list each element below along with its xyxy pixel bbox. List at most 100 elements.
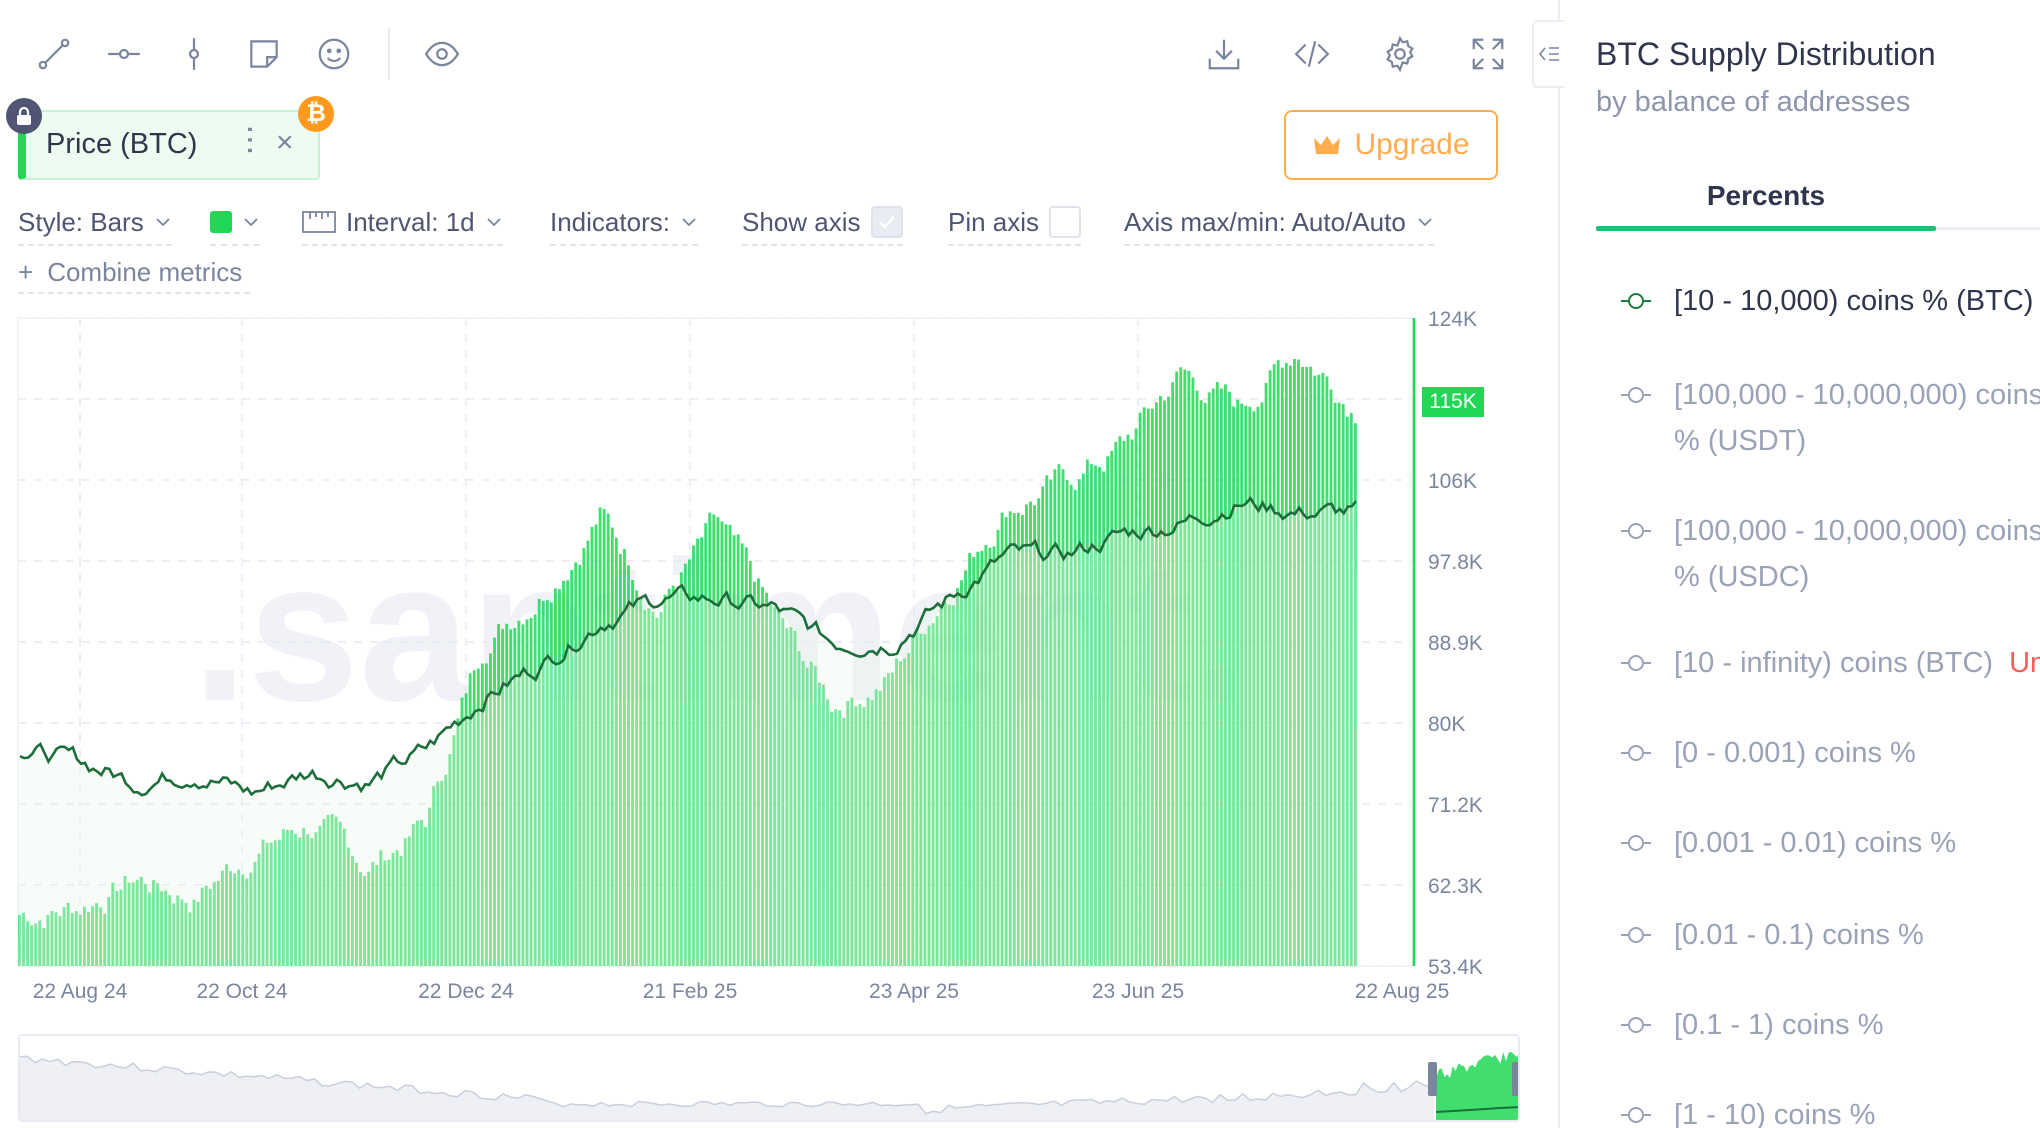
price-bar (1008, 511, 1012, 966)
sidebar-metric-item[interactable]: [10 - 10,000) coins % (BTC) (1620, 278, 2040, 324)
emoji-icon[interactable] (312, 32, 356, 76)
price-bar (748, 560, 752, 966)
sidebar-metric-item[interactable]: [100,000 - 10,000,000) coins % (USDC) (1620, 508, 2040, 600)
chart-canvas[interactable]: .santiment.124K115K106K97.8K88.9K80K71.2… (0, 300, 1560, 1020)
price-bar (618, 553, 622, 966)
price-bar (578, 564, 582, 966)
price-bar (147, 892, 151, 966)
navigator-selection-bars (1436, 1052, 1518, 1120)
chevron-down-icon (487, 218, 501, 227)
price-bar (525, 619, 529, 966)
price-bar (152, 880, 155, 966)
embed-code-icon[interactable] (1290, 32, 1334, 76)
time-range-navigator[interactable] (18, 1034, 1520, 1122)
horizontal-ray-icon[interactable] (102, 32, 146, 76)
price-bar (1272, 364, 1276, 966)
download-icon[interactable] (1202, 32, 1246, 76)
price-bar (363, 876, 367, 966)
metric-chip-price-btc[interactable]: Price (BTC) ⋯ × (18, 110, 320, 180)
note-icon[interactable] (242, 32, 286, 76)
price-bar (732, 535, 736, 966)
axis-maxmin-label: Axis max/min: Auto/Auto (1124, 206, 1406, 237)
price-bar (951, 605, 955, 966)
more-options-icon[interactable]: ⋯ (233, 124, 269, 154)
price-bar (1305, 367, 1309, 966)
sidebar-metric-item[interactable]: [100,000 - 10,000,000) coins % (USDT) (1620, 372, 2040, 464)
price-bar (541, 600, 545, 966)
price-bar (1146, 408, 1150, 966)
upgrade-button[interactable]: Upgrade (1284, 110, 1498, 180)
unlock-link[interactable]: Unlock (2009, 647, 2040, 679)
sidebar-metric-item[interactable]: [0.001 - 0.01) coins % (1620, 820, 2040, 866)
current-value-badge (1422, 387, 1484, 417)
price-bar (1232, 406, 1235, 966)
price-bar (476, 668, 480, 966)
indicators-dropdown[interactable]: Indicators: (550, 200, 698, 246)
interval-dropdown[interactable]: Interval: 1d (302, 200, 503, 246)
vertical-line-icon[interactable] (172, 32, 216, 76)
price-bar (30, 925, 34, 966)
price-bar (383, 860, 387, 966)
close-icon[interactable]: × (276, 126, 294, 159)
sidebar-metric-item[interactable]: [0.1 - 1) coins % (1620, 1002, 2040, 1048)
price-bar (1029, 501, 1032, 966)
price-bar (1004, 517, 1008, 966)
price-bar (505, 623, 509, 966)
eye-icon[interactable] (420, 32, 464, 76)
price-bar (545, 600, 549, 966)
collapse-sidebar-icon[interactable] (1532, 20, 1564, 88)
upgrade-label: Upgrade (1354, 128, 1470, 161)
price-bar (1268, 370, 1272, 967)
sidebar-metric-item[interactable]: [1 - 10) coins % (1620, 1092, 2040, 1128)
tab-percents[interactable]: Percents (1706, 180, 1826, 211)
color-picker[interactable] (210, 200, 260, 246)
price-bar (180, 899, 184, 966)
price-bar (1219, 388, 1223, 966)
price-bar (1045, 475, 1049, 966)
price-bar (980, 550, 984, 966)
price-bar (249, 872, 253, 966)
price-chart[interactable]: .santiment. 124K 115K 106K 97.8K 88.9K 80K 71.2… (0, 300, 1560, 1020)
price-bar (1118, 436, 1122, 966)
line-tool-icon[interactable] (32, 32, 76, 76)
settings-gear-icon[interactable] (1378, 32, 1422, 76)
axis-maxmin-dropdown[interactable]: Axis max/min: Auto/Auto (1124, 200, 1434, 246)
lock-icon (6, 98, 42, 134)
price-bar (164, 890, 168, 966)
pin-axis-toggle[interactable]: Pin axis (948, 200, 1082, 246)
show-axis-toggle[interactable]: Show axis (742, 200, 903, 246)
price-bar (411, 824, 415, 966)
sidebar-metric-item[interactable]: [0 - 0.001) coins % (1620, 730, 2040, 776)
style-dropdown[interactable]: Style: Bars (18, 200, 172, 246)
price-bar (939, 606, 943, 966)
fullscreen-icon[interactable] (1466, 32, 1510, 76)
price-bar (448, 754, 452, 966)
combine-metrics-button[interactable]: + Combine metrics (18, 252, 251, 294)
price-bar (907, 653, 911, 966)
color-swatch (210, 211, 232, 233)
price-bar (1293, 359, 1296, 966)
navigator-canvas[interactable] (20, 1036, 1520, 1122)
price-bar (135, 879, 139, 966)
price-bar (212, 882, 216, 966)
price-bar (752, 581, 756, 966)
metrics-sidebar: BTC Supply Distribution by balance of ad… (1560, 0, 2040, 1128)
price-bar (1248, 406, 1252, 966)
y-tick-label: 106K (1428, 470, 1477, 493)
price-bar (935, 616, 939, 966)
price-bar (1317, 374, 1321, 966)
sidebar-metric-item[interactable]: [0.01 - 0.1) coins % (1620, 912, 2040, 958)
pin-axis-checkbox[interactable] (1049, 206, 1082, 238)
price-bar (1199, 400, 1203, 966)
show-axis-checkbox[interactable] (870, 206, 903, 238)
price-bar (253, 861, 257, 966)
price-bar (1179, 367, 1183, 967)
price-bar (842, 717, 846, 966)
price-bar (1297, 359, 1300, 966)
y-tick-label: 88.9K (1428, 632, 1483, 655)
price-bar (688, 559, 691, 966)
price-bar (424, 827, 427, 966)
metric-line-icon (1620, 508, 1652, 554)
price-bar (574, 562, 578, 966)
sidebar-metric-item[interactable]: [10 - infinity) coins (BTC)Unlock (1620, 640, 2040, 686)
